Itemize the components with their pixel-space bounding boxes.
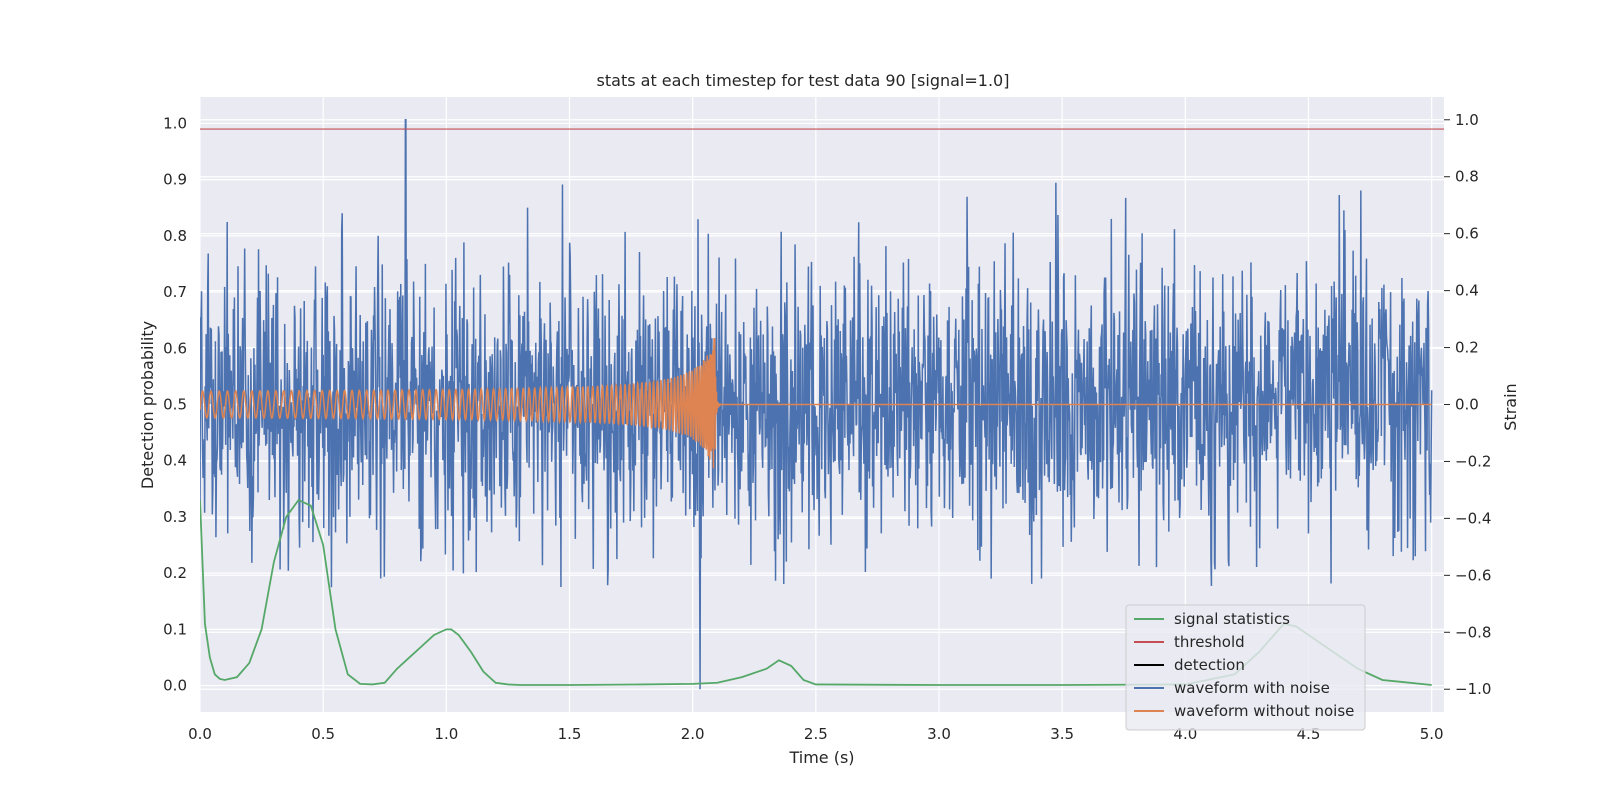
y-left-tick-label: 0.8	[163, 227, 187, 245]
y-left-tick-label: 0.5	[163, 396, 187, 414]
x-tick-label: 1.5	[558, 725, 582, 743]
y-axis-right-label: Strain	[1501, 383, 1520, 430]
legend-label: detection	[1174, 656, 1245, 674]
y-axis-right: −1.0 −0.8 −0.6 −0.4 −0.2 0.0 0.2 0.4 0.6 0.8 1.0	[1444, 111, 1491, 698]
legend-label: threshold	[1174, 633, 1245, 651]
y-left-tick-label: 0.1	[163, 620, 187, 638]
y-right-tick-label: 0.6	[1455, 225, 1479, 243]
series-waveform-with-noise	[200, 119, 1433, 690]
y-right-tick-label: 0.0	[1455, 396, 1479, 414]
y-right-tick-label: −0.6	[1455, 566, 1491, 584]
y-left-tick-label: 0.2	[163, 564, 187, 582]
legend: signal statistics threshold detection wavef…	[1125, 604, 1366, 731]
x-tick-label: 2.0	[681, 725, 705, 743]
x-tick-label: 1.0	[434, 725, 458, 743]
x-tick-label: 3.0	[927, 725, 951, 743]
y-right-tick-label: 0.4	[1455, 282, 1479, 300]
y-right-tick-label: 0.8	[1455, 168, 1479, 186]
x-tick-label: 0.0	[188, 725, 212, 743]
y-axis-left-label: Detection probability	[138, 321, 157, 489]
y-right-tick-label: −0.4	[1455, 509, 1491, 527]
legend-label: signal statistics	[1174, 610, 1290, 628]
y-left-tick-label: 0.3	[163, 508, 187, 526]
y-left-tick-label: 0.7	[163, 283, 187, 301]
series-waveform-without-noise	[200, 338, 1432, 469]
y-right-tick-label: −0.8	[1455, 623, 1491, 641]
x-tick-label: 0.5	[311, 725, 335, 743]
y-left-tick-label: 0.4	[163, 452, 187, 470]
x-axis-label: Time (s)	[788, 748, 854, 767]
chart-title: stats at each timestep for test data 90 …	[597, 71, 1010, 90]
legend-box	[1125, 604, 1366, 731]
y-left-tick-label: 0.6	[163, 339, 187, 357]
y-left-tick-label: 0.9	[163, 171, 187, 189]
y-right-tick-label: 0.2	[1455, 339, 1479, 357]
legend-label: waveform without noise	[1174, 702, 1354, 720]
y-left-tick-label: 0.0	[163, 677, 187, 695]
legend-label: waveform with noise	[1174, 679, 1330, 697]
x-tick-label: 2.5	[804, 725, 828, 743]
y-left-tick-label: 1.0	[163, 114, 187, 132]
y-right-tick-label: 1.0	[1455, 111, 1479, 129]
y-axis-left: 0.0 0.1 0.2 0.3 0.4 0.5 0.6 0.7 0.8 0.9 1.0	[163, 114, 187, 694]
x-tick-label: 5.0	[1420, 725, 1444, 743]
y-right-tick-label: −1.0	[1455, 680, 1491, 698]
x-axis: 0.0 0.5 1.0 1.5 2.0 2.5 3.0 3.5 4.0 4.5 5.0	[188, 725, 1444, 743]
y-right-tick-label: −0.2	[1455, 452, 1491, 470]
x-tick-label: 3.5	[1050, 725, 1074, 743]
